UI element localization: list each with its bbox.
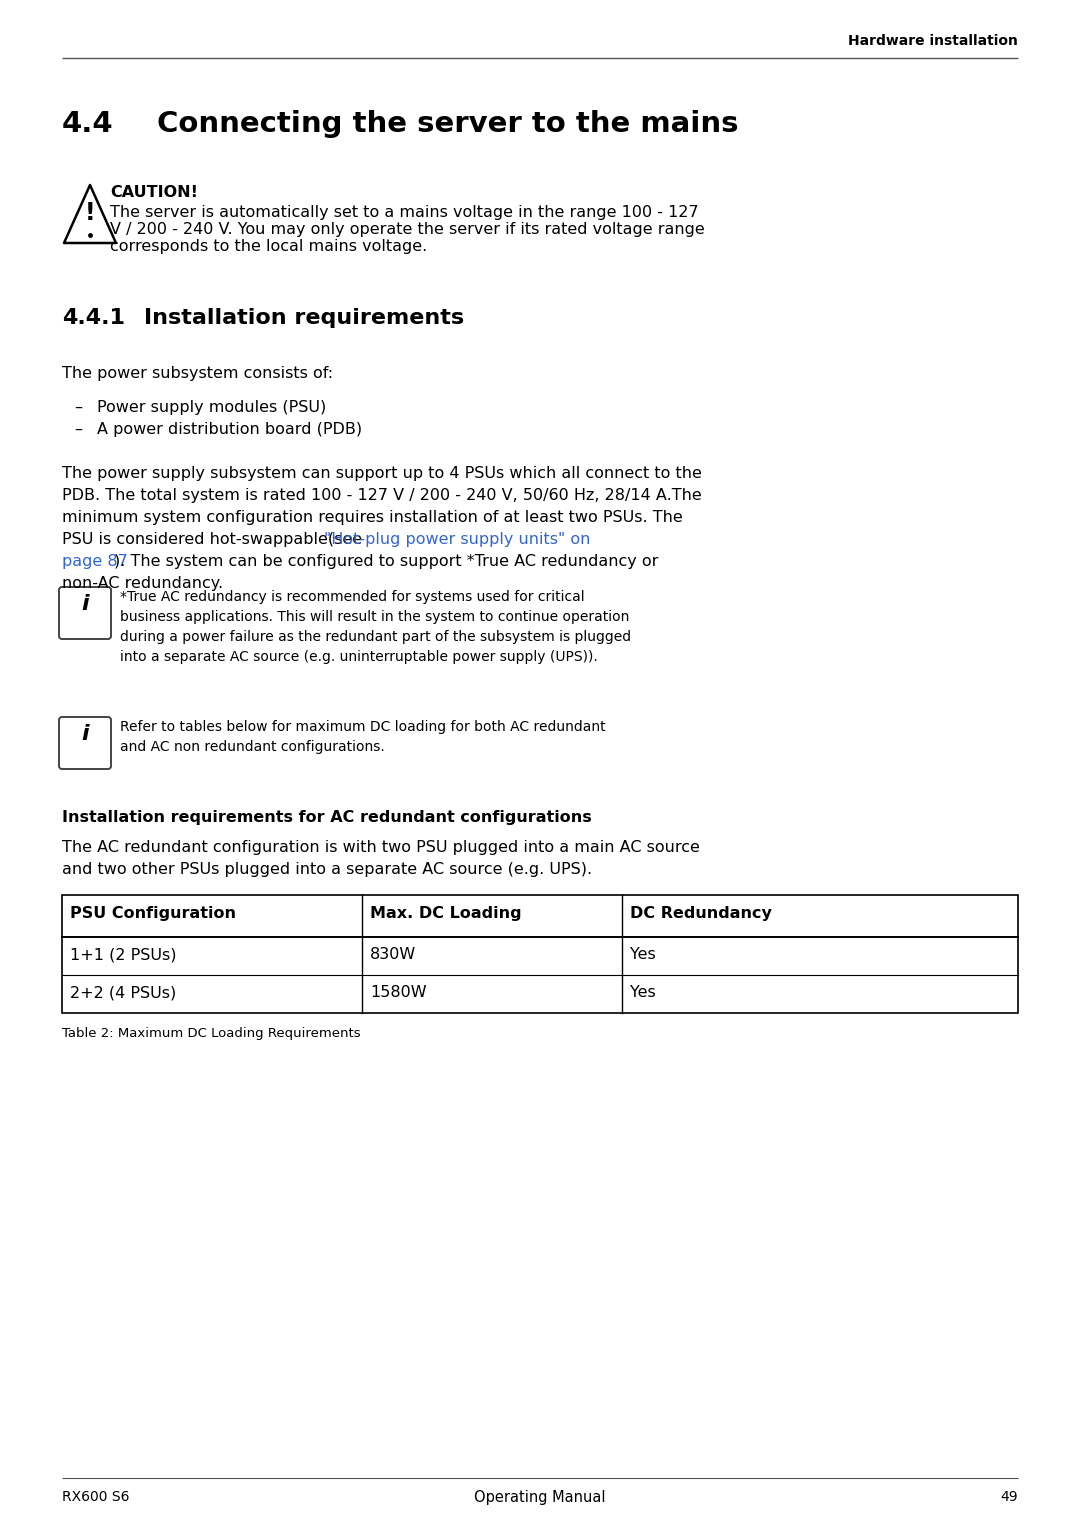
Text: non-AC redundancy.: non-AC redundancy. (62, 575, 224, 591)
Text: i: i (81, 594, 89, 613)
Text: The power subsystem consists of:: The power subsystem consists of: (62, 366, 333, 382)
Text: The server is automatically set to a mains voltage in the range 100 - 127: The server is automatically set to a mai… (110, 204, 699, 220)
Text: Installation requirements for AC redundant configurations: Installation requirements for AC redunda… (62, 810, 592, 826)
Text: Refer to tables below for maximum DC loading for both AC redundant: Refer to tables below for maximum DC loa… (120, 720, 606, 734)
Text: 1580W: 1580W (370, 984, 427, 1000)
Text: 4.4: 4.4 (62, 110, 113, 137)
Text: PDB. The total system is rated 100 - 127 V / 200 - 240 V, 50/60 Hz, 28/14 A.The: PDB. The total system is rated 100 - 127… (62, 488, 702, 504)
Text: and two other PSUs plugged into a separate AC source (e.g. UPS).: and two other PSUs plugged into a separa… (62, 862, 592, 877)
Text: *True AC redundancy is recommended for systems used for critical: *True AC redundancy is recommended for s… (120, 591, 584, 604)
Text: !: ! (84, 201, 95, 224)
Text: page 87: page 87 (62, 554, 127, 569)
Text: DC Redundancy: DC Redundancy (630, 906, 772, 922)
Text: business applications. This will result in the system to continue operation: business applications. This will result … (120, 610, 630, 624)
FancyBboxPatch shape (59, 717, 111, 769)
Text: corresponds to the local mains voltage.: corresponds to the local mains voltage. (110, 240, 428, 253)
Text: 49: 49 (1000, 1489, 1018, 1505)
Text: 1+1 (2 PSUs): 1+1 (2 PSUs) (70, 948, 176, 961)
Text: into a separate AC source (e.g. uninterruptable power supply (UPS)).: into a separate AC source (e.g. uninterr… (120, 650, 597, 664)
Text: –: – (75, 423, 82, 436)
Text: "Hot-plug power supply units" on: "Hot-plug power supply units" on (324, 533, 591, 546)
Text: Max. DC Loading: Max. DC Loading (370, 906, 522, 922)
Text: Connecting the server to the mains: Connecting the server to the mains (157, 110, 739, 137)
Text: 4.4.1: 4.4.1 (62, 308, 125, 328)
FancyBboxPatch shape (59, 588, 111, 639)
Text: Table 2: Maximum DC Loading Requirements: Table 2: Maximum DC Loading Requirements (62, 1027, 361, 1041)
Text: 830W: 830W (370, 948, 416, 961)
Text: Hardware installation: Hardware installation (848, 34, 1018, 47)
Text: Yes: Yes (630, 984, 656, 1000)
Text: –: – (75, 400, 82, 415)
Text: Operating Manual: Operating Manual (474, 1489, 606, 1505)
Text: during a power failure as the redundant part of the subsystem is plugged: during a power failure as the redundant … (120, 630, 631, 644)
Text: minimum system configuration requires installation of at least two PSUs. The: minimum system configuration requires in… (62, 510, 683, 525)
Text: 2+2 (4 PSUs): 2+2 (4 PSUs) (70, 984, 176, 1000)
Bar (62, 896, 1018, 1013)
Text: ). The system can be configured to support *True AC redundancy or: ). The system can be configured to suppo… (114, 554, 659, 569)
Text: Power supply modules (PSU): Power supply modules (PSU) (97, 400, 326, 415)
Text: The power supply subsystem can support up to 4 PSUs which all connect to the: The power supply subsystem can support u… (62, 465, 702, 481)
Text: PSU Configuration: PSU Configuration (70, 906, 237, 922)
Text: Yes: Yes (630, 948, 656, 961)
Text: and AC non redundant configurations.: and AC non redundant configurations. (120, 740, 384, 754)
Text: Installation requirements: Installation requirements (144, 308, 464, 328)
Text: PSU is considered hot-swappable(see: PSU is considered hot-swappable(see (62, 533, 367, 546)
Text: V / 200 - 240 V. You may only operate the server if its rated voltage range: V / 200 - 240 V. You may only operate th… (110, 221, 705, 237)
Text: CAUTION!: CAUTION! (110, 185, 198, 200)
Text: i: i (81, 723, 89, 745)
Text: RX600 S6: RX600 S6 (62, 1489, 130, 1505)
Text: The AC redundant configuration is with two PSU plugged into a main AC source: The AC redundant configuration is with t… (62, 839, 700, 855)
Text: A power distribution board (PDB): A power distribution board (PDB) (97, 423, 362, 436)
